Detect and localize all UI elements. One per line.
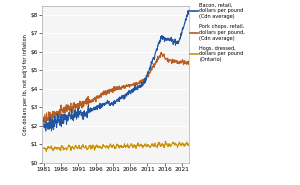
Bacon, retail,
dollars per pound
(Cdn average) [127, 93, 130, 95]
Pork chops, retail,
dollars per pound,
(Cdn average) [96, 97, 100, 99]
Bacon, retail,
dollars per pound
(Cdn average) [161, 37, 165, 39]
Pork chops, retail,
dollars per pound,
(Cdn average) [159, 51, 163, 54]
Pork chops, retail,
dollars per pound,
(Cdn average) [164, 57, 168, 59]
Bacon, retail,
dollars per pound
(Cdn average) [187, 9, 190, 12]
Hogs, dressed,
dollars per pound
(Ontario) [164, 140, 167, 142]
Hogs, dressed,
dollars per pound
(Ontario) [164, 143, 168, 145]
Pork chops, retail,
dollars per pound,
(Cdn average) [162, 55, 165, 57]
Hogs, dressed,
dollars per pound
(Ontario) [96, 146, 100, 149]
Legend: Bacon, retail,
dollars per pound
(Cdn average), Pork chops, retail,
dollars per : Bacon, retail, dollars per pound (Cdn av… [190, 2, 245, 62]
Bacon, retail,
dollars per pound
(Cdn average) [187, 9, 190, 11]
Hogs, dressed,
dollars per pound
(Ontario) [42, 147, 46, 149]
Pork chops, retail,
dollars per pound,
(Cdn average) [42, 120, 46, 122]
Pork chops, retail,
dollars per pound,
(Cdn average) [127, 85, 130, 87]
Line: Pork chops, retail,
dollars per pound,
(Cdn average): Pork chops, retail, dollars per pound, (… [44, 53, 189, 123]
Bacon, retail,
dollars per pound
(Cdn average) [42, 119, 46, 121]
Pork chops, retail,
dollars per pound,
(Cdn average) [187, 63, 190, 65]
Hogs, dressed,
dollars per pound
(Ontario) [44, 150, 48, 152]
Hogs, dressed,
dollars per pound
(Ontario) [111, 146, 114, 148]
Bacon, retail,
dollars per pound
(Cdn average) [44, 121, 48, 123]
Bacon, retail,
dollars per pound
(Cdn average) [164, 38, 167, 41]
Pork chops, retail,
dollars per pound,
(Cdn average) [44, 120, 48, 122]
Bacon, retail,
dollars per pound
(Cdn average) [111, 102, 114, 104]
Hogs, dressed,
dollars per pound
(Ontario) [161, 144, 165, 147]
Hogs, dressed,
dollars per pound
(Ontario) [127, 145, 130, 147]
Bacon, retail,
dollars per pound
(Cdn average) [44, 130, 47, 132]
Hogs, dressed,
dollars per pound
(Ontario) [187, 144, 190, 146]
Y-axis label: Cdn dollars per lb, not adj'd for inflation: Cdn dollars per lb, not adj'd for inflat… [23, 34, 28, 135]
Hogs, dressed,
dollars per pound
(Ontario) [44, 148, 47, 150]
Line: Bacon, retail,
dollars per pound
(Cdn average): Bacon, retail, dollars per pound (Cdn av… [44, 10, 189, 131]
Line: Hogs, dressed,
dollars per pound
(Ontario): Hogs, dressed, dollars per pound (Ontari… [44, 141, 189, 151]
Pork chops, retail,
dollars per pound,
(Cdn average) [44, 122, 47, 124]
Pork chops, retail,
dollars per pound,
(Cdn average) [111, 90, 114, 92]
Bacon, retail,
dollars per pound
(Cdn average) [96, 104, 100, 106]
